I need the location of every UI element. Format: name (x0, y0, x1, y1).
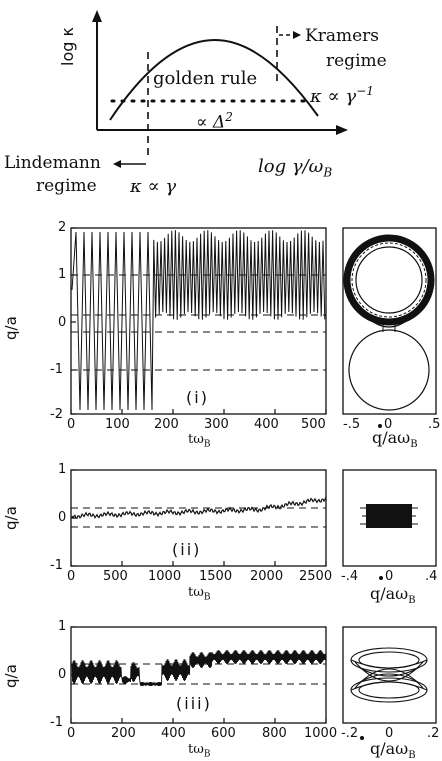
panel-ii-xtick: 500 (103, 569, 128, 584)
panel-iii-xtick: 200 (111, 726, 136, 741)
kramers-label-line1: Kramers (305, 26, 379, 46)
panel-i-xlabel-text: tω (188, 432, 204, 447)
panel-i-xtick: 200 (154, 417, 179, 432)
panel-iii-trajectory (71, 649, 327, 687)
panel-iii-label: (iii) (176, 694, 212, 713)
panel-i-ytick: 1 (58, 267, 67, 282)
panel-i-frame (70, 227, 327, 415)
panel-ii-ytick: 0 (58, 510, 67, 525)
panel-i-phase-xtick: .5 (428, 417, 441, 432)
schematic-xlabel-text: log γ/ω (258, 156, 324, 177)
panel-i-ytick: -2 (50, 407, 63, 422)
panel-i-ytick: 2 (58, 220, 67, 235)
panel-ii-xtick: 2500 (299, 569, 333, 584)
panel-i-ylabel: q/a (2, 316, 20, 340)
panel-ii-ytick: 1 (58, 462, 67, 477)
panel-iii-xtick: 600 (211, 726, 236, 741)
panel-iii-phase-xlabel-sub: B (408, 750, 416, 761)
panel-iii-ytick: 0 (58, 667, 67, 682)
panel-i-xtick: 0 (67, 417, 76, 432)
panel-i-xtick: 100 (105, 417, 130, 432)
panel-iii-xlabel-sub: B (203, 749, 211, 760)
golden-rule-label: golden rule (153, 68, 258, 89)
panel-i-ytick: 0 (58, 315, 67, 330)
panel-ii-label: (ii) (172, 540, 202, 559)
panel-iii-phase-xtick: .2 (427, 726, 440, 741)
panel-ii-xtick: 1500 (199, 569, 233, 584)
panel-ii-xtick: 1000 (148, 569, 182, 584)
panel-ii-xlabel-text: tω (188, 585, 204, 600)
schematic-ylabel: log κ (58, 27, 77, 66)
panel-ii-phase-portrait (360, 504, 418, 528)
panel-ii-ylabel: q/a (2, 506, 20, 530)
panel-iii-xlabel-text: tω (188, 742, 204, 757)
lindemann-label-line1: Lindemann (4, 153, 101, 173)
panel-i-xlabel-sub: B (203, 439, 211, 450)
panel-ii-phase-xtick: 0 (385, 569, 394, 584)
panel-iii-ylabel: q/a (2, 664, 20, 688)
panel-ii-xlabel: tωB (188, 586, 210, 603)
panel-ii-xlabel-sub: B (203, 592, 211, 603)
panel-iii-xtick: 1000 (304, 726, 338, 741)
schematic-xlabel-sub: B (323, 165, 333, 180)
panel-i-phase-origin-dot (378, 424, 382, 428)
panel-i-phase-xtick: -.5 (343, 417, 361, 432)
panel-i-phase-portrait (343, 234, 435, 411)
panel-i-xtick: 500 (301, 417, 326, 432)
panel-i-trajectory (71, 230, 326, 411)
panel-iii-ytick: 1 (58, 619, 67, 634)
panel-iii-phase-frame (342, 626, 437, 724)
panel-ii-phase-xlabel: q/aωB (370, 586, 416, 606)
panel-iii-phase-portrait (350, 647, 428, 703)
kappa-inverse-label: κ ∝ γ−1 (310, 85, 374, 106)
panel-iii-phase-origin-dot (360, 736, 364, 740)
delta-text: ∝ Δ (196, 112, 226, 133)
panel-i-label: (i) (186, 388, 209, 407)
panel-i-phase-xlabel: q/aωB (372, 430, 418, 450)
panel-ii-phase-xtick: .4 (425, 569, 438, 584)
panel-i-xtick: 300 (204, 417, 229, 432)
panel-i-ytick: -1 (50, 362, 63, 377)
kappa-inverse-text: κ ∝ γ (310, 86, 357, 107)
panel-ii-phase-xlabel-sub: B (408, 595, 416, 607)
panel-iii-ytick: -1 (50, 715, 63, 730)
panel-iii-phase-xlabel: q/aωB (370, 741, 416, 761)
panel-ii-xtick: 2000 (250, 569, 284, 584)
schematic-xlabel: log γ/ωB (258, 158, 332, 179)
panel-i-phase-xlabel-text: q/aω (372, 428, 411, 447)
panel-ii-trajectory (71, 496, 327, 520)
schematic-axes (92, 10, 348, 135)
kappa-linear-label: κ ∝ γ (130, 176, 177, 197)
panel-iii-xtick: 0 (67, 726, 76, 741)
delta-label: ∝ Δ2 (196, 111, 233, 132)
panel-ii-phase-xlabel-text: q/aω (370, 584, 409, 603)
panel-iii-xtick: 800 (262, 726, 287, 741)
panel-i-phase-frame (342, 227, 437, 415)
panel-ii-phase-xtick: -.4 (341, 569, 359, 584)
panel-ii-ytick: -1 (50, 558, 63, 573)
panel-ii-phase-frame (342, 469, 437, 567)
panel-iii-phase-xtick: 0 (385, 726, 394, 741)
lindemann-label-line2: regime (36, 176, 97, 196)
delta-exp: 2 (225, 110, 233, 124)
kramers-label-line2: regime (326, 51, 387, 71)
kappa-inverse-exp: −1 (356, 84, 374, 98)
rate-curve (109, 38, 319, 121)
panel-iii-phase-xtick: -.2 (341, 726, 359, 741)
panel-i-phase-xtick: 0 (384, 417, 393, 432)
panel-iii-xtick: 400 (161, 726, 186, 741)
panel-i-xlabel: tωB (188, 433, 210, 450)
panel-i-phase-xlabel-sub: B (410, 439, 418, 451)
panel-i-xtick: 400 (254, 417, 279, 432)
panel-iii-xlabel: tωB (188, 743, 210, 760)
panel-ii-xtick: 0 (67, 569, 76, 584)
panel-iii-phase-xlabel-text: q/aω (370, 739, 409, 758)
panel-ii-phase-origin-dot (379, 576, 383, 580)
